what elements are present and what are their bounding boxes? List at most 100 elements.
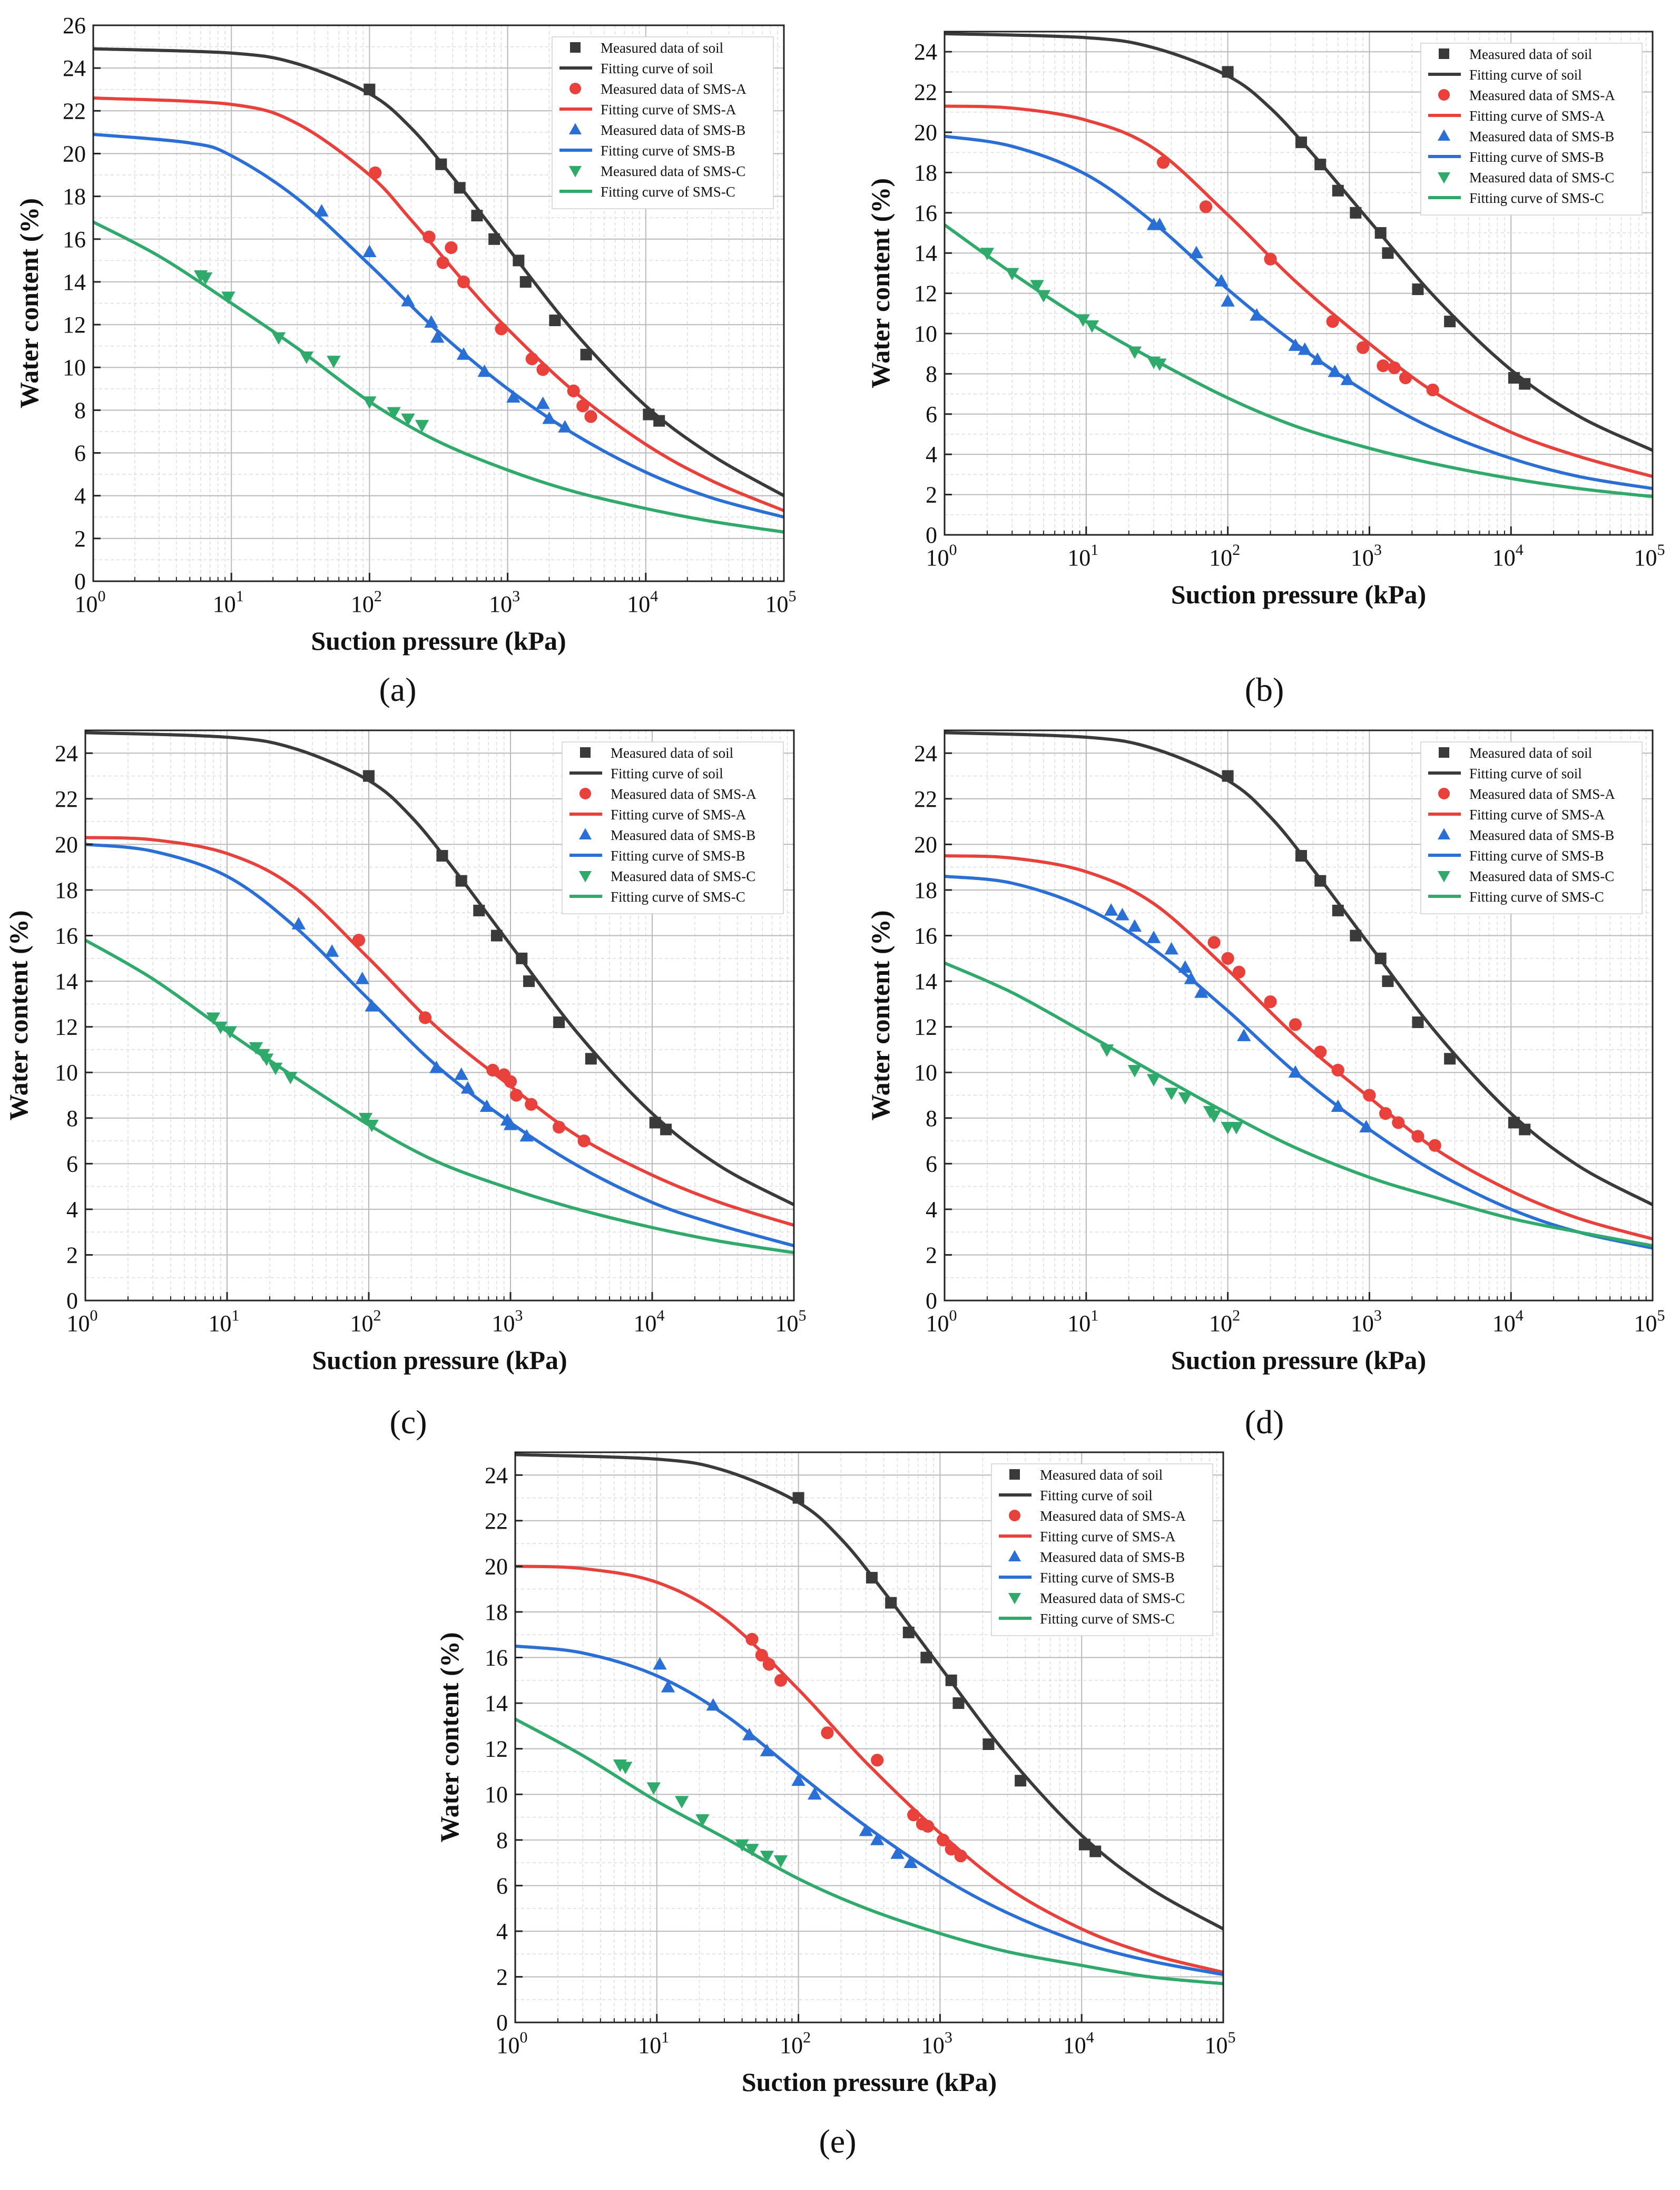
x-tick-exponent: 0 — [90, 1307, 98, 1324]
x-tick-label: 103 — [489, 588, 520, 617]
x-tick-exponent: 2 — [803, 2029, 811, 2046]
data-point-sms-a — [1357, 341, 1370, 354]
x-tick-label: 101 — [1067, 1307, 1098, 1336]
data-point-soil — [945, 1674, 957, 1686]
data-point-sms-b — [760, 1744, 774, 1756]
data-point-sms-b — [808, 1787, 822, 1800]
data-point-sms-b — [1221, 294, 1235, 307]
data-point-sms-b — [706, 1698, 720, 1711]
legend-marker-sms-b — [1438, 129, 1450, 141]
data-point-soil — [1314, 159, 1327, 171]
data-point-soil — [920, 1651, 932, 1664]
y-tick-label: 2 — [926, 1242, 937, 1268]
data-point-sms-a — [774, 1674, 788, 1687]
data-point-soil — [513, 255, 525, 267]
data-point-soil — [436, 850, 448, 862]
data-point-sms-a — [1326, 315, 1339, 328]
y-tick-label: 14 — [63, 269, 86, 295]
legend-label: Measured data of SMS-C — [601, 163, 745, 179]
legend-label: Fitting curve of soil — [611, 766, 723, 781]
data-point-sms-b — [1146, 931, 1161, 943]
x-tick-exponent: 4 — [657, 1307, 665, 1324]
data-point-sms-b — [536, 396, 550, 409]
legend-marker-soil — [580, 747, 591, 758]
data-point-sms-b — [542, 411, 556, 424]
data-point-sms-b — [1237, 1029, 1251, 1041]
data-point-sms-b — [1340, 373, 1354, 385]
legend-label: Fitting curve of soil — [601, 61, 713, 76]
legend-marker-sms-b — [1008, 1550, 1021, 1561]
y-tick-label: 18 — [485, 1599, 508, 1625]
data-point-sms-c — [745, 1844, 759, 1856]
x-tick-label: 100 — [926, 1307, 957, 1336]
x-tick-label: 101 — [638, 2029, 669, 2058]
y-tick-label: 6 — [496, 1873, 508, 1899]
x-axis-title: Suction pressure (kPa) — [1171, 1345, 1426, 1375]
data-point-sms-c — [223, 1026, 237, 1039]
data-point-sms-b — [653, 1657, 667, 1670]
legend-marker-soil — [1009, 1469, 1020, 1480]
x-tick-label: 102 — [780, 2029, 811, 2058]
data-point-soil — [1015, 1775, 1027, 1787]
legend-marker-soil — [1439, 747, 1449, 758]
data-point-sms-b — [1298, 342, 1312, 355]
legend-label: Fitting curve of SMS-A — [1469, 807, 1605, 823]
panel-label: (b) — [1245, 671, 1284, 708]
data-point-sms-b — [479, 1099, 494, 1112]
data-point-sms-c — [213, 1021, 228, 1034]
data-point-soil — [1519, 378, 1531, 390]
y-tick-label: 20 — [914, 832, 937, 857]
y-axis-title: Water content (%) — [435, 1632, 464, 1843]
y-tick-label: 14 — [55, 969, 78, 994]
legend-label: Measured data of SMS-A — [1469, 87, 1615, 103]
legend-label: Fitting curve of SMS-C — [601, 184, 735, 200]
legend-label: Fitting curve of SMS-C — [1469, 889, 1604, 905]
data-point-soil — [1508, 1117, 1520, 1129]
data-point-sms-a — [745, 1632, 759, 1646]
data-point-soil — [488, 233, 500, 245]
data-point-sms-a — [445, 241, 458, 255]
y-tick-label: 24 — [485, 1462, 508, 1488]
data-point-sms-b — [477, 364, 492, 377]
x-tick-exponent: 0 — [520, 2029, 528, 2046]
data-point-sms-c — [299, 351, 314, 364]
data-point-sms-c — [1127, 346, 1142, 359]
y-axis-title: Water content (%) — [14, 198, 44, 408]
legend-label: Measured data of SMS-B — [601, 122, 745, 138]
legend-label: Fitting curve of SMS-A — [601, 102, 736, 118]
y-tick-label: 16 — [63, 227, 86, 252]
data-point-soil — [585, 1053, 597, 1065]
data-point-sms-a — [1379, 1107, 1392, 1120]
data-point-sms-a — [821, 1726, 834, 1739]
data-point-sms-b — [355, 972, 369, 984]
x-tick-exponent: 2 — [1232, 541, 1240, 559]
data-point-sms-a — [945, 1842, 958, 1856]
data-point-soil — [473, 904, 485, 916]
y-tick-label: 0 — [926, 522, 937, 548]
data-point-soil — [1412, 1016, 1424, 1028]
data-point-sms-a — [1314, 1045, 1327, 1059]
data-point-sms-b — [503, 1117, 518, 1130]
x-tick-label: 101 — [209, 1307, 240, 1336]
data-point-sms-a — [921, 1820, 935, 1833]
y-tick-label: 24 — [914, 740, 937, 766]
x-tick-label: 103 — [1351, 541, 1382, 571]
data-point-sms-b — [506, 390, 520, 403]
y-tick-label: 0 — [74, 569, 86, 594]
y-tick-label: 0 — [496, 2010, 508, 2036]
data-point-soil — [1412, 283, 1424, 295]
legend-marker-sms-a — [569, 83, 581, 94]
y-tick-label: 22 — [55, 786, 78, 812]
x-tick-label: 105 — [1205, 2029, 1236, 2058]
data-point-sms-a — [576, 399, 590, 413]
data-point-sms-b — [1189, 246, 1204, 259]
x-tick-label: 102 — [1209, 1307, 1240, 1336]
legend-label: Measured data of SMS-B — [1469, 827, 1614, 843]
data-point-sms-b — [1194, 985, 1209, 998]
panel-label: (a) — [379, 671, 416, 708]
data-point-sms-c — [773, 1855, 788, 1868]
x-axis-title: Suction pressure (kPa) — [312, 1345, 567, 1375]
x-tick-exponent: 2 — [374, 1307, 381, 1324]
data-point-sms-b — [1359, 1120, 1373, 1132]
